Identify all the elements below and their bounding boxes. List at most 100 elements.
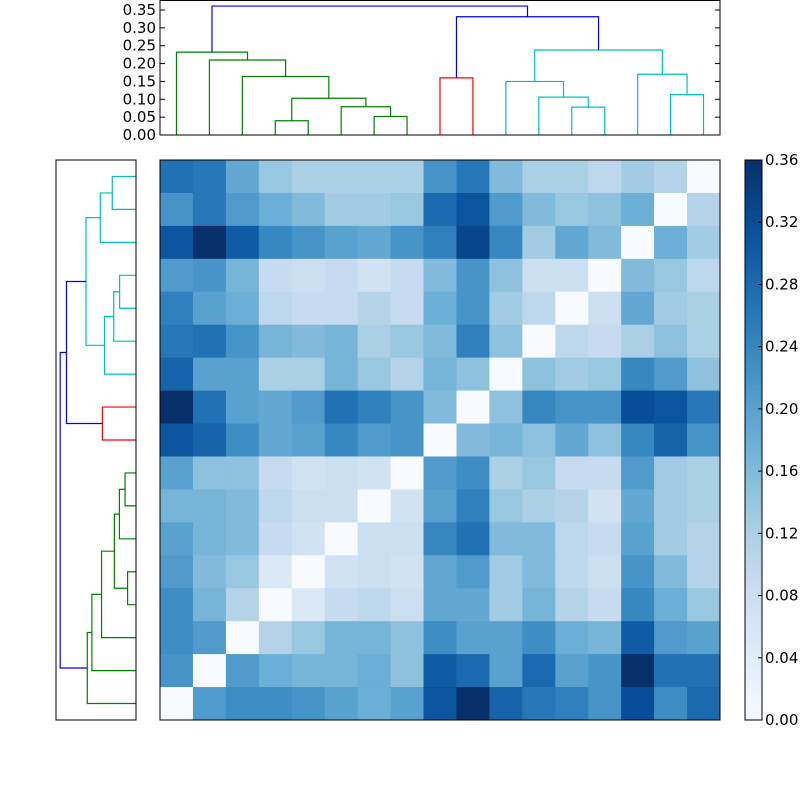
heatmap-cell [324, 687, 359, 721]
heatmap-cell [324, 390, 359, 425]
heatmap-cell [621, 621, 655, 655]
colorbar-segment [745, 445, 762, 451]
heatmap-cell [160, 456, 194, 490]
heatmap-cell [654, 555, 688, 589]
heatmap-cell [357, 687, 392, 721]
heatmap-cell [555, 225, 589, 260]
colorbar-segment [745, 300, 762, 306]
colorbar-segment [745, 385, 762, 391]
heatmap-cell [687, 456, 721, 490]
dendrogram-link-blue [211, 5, 529, 53]
colorbar-segment [745, 220, 762, 226]
heatmap-cell [456, 357, 490, 392]
heatmap-cell [192, 687, 227, 721]
heatmap-cell [555, 192, 589, 227]
colorbar-segment [745, 295, 762, 301]
top-dendrogram: 0.000.050.100.150.200.250.300.35 [123, 0, 721, 144]
colorbar-segment [745, 170, 762, 176]
y-tick-label: 0.10 [123, 90, 156, 108]
colorbar-segment [745, 190, 762, 196]
colorbar-segment [745, 615, 762, 621]
heatmap-cell [357, 522, 392, 556]
heatmap-cell [588, 489, 622, 523]
colorbar-segment [745, 585, 762, 591]
heatmap-cell [324, 192, 359, 227]
heatmap-cell [621, 192, 655, 227]
heatmap-cell [390, 456, 425, 490]
heatmap-cell [687, 258, 721, 293]
colorbar-segment [745, 620, 762, 626]
heatmap-cell [621, 522, 655, 556]
heatmap-cell [258, 291, 293, 326]
heatmap-cell [291, 654, 326, 688]
colorbar-segment [745, 680, 762, 686]
heatmap-cell [324, 621, 359, 655]
colorbar-segment [745, 210, 762, 216]
heatmap-cell [456, 489, 490, 523]
heatmap-cell [654, 192, 688, 227]
colorbar-segment [745, 305, 762, 311]
heatmap-cell [258, 687, 293, 721]
colorbar-segment [745, 355, 762, 361]
heatmap-cell [522, 456, 556, 490]
colorbar-segment [745, 375, 762, 381]
heatmap-cell [324, 324, 359, 359]
heatmap-cell [687, 621, 721, 655]
heatmap-cell [258, 522, 293, 556]
heatmap-cell [192, 192, 227, 227]
heatmap-cell [489, 225, 523, 260]
heatmap-cell [621, 258, 655, 293]
heatmap-cell [258, 324, 293, 359]
colorbar-segment [745, 690, 762, 696]
colorbar-segment [745, 450, 762, 456]
heatmap-cell [588, 654, 622, 688]
heatmap-cell [687, 654, 721, 688]
heatmap-cell [225, 621, 260, 655]
colorbar-segment [745, 400, 762, 406]
heatmap-cell [160, 258, 194, 293]
colorbar-segment [745, 650, 762, 656]
heatmap-cell [588, 357, 622, 392]
colorbar-segment [745, 665, 762, 671]
heatmap-cell [687, 324, 721, 359]
colorbar-segment [745, 350, 762, 356]
heatmap-cell [192, 258, 227, 293]
heatmap-cell [324, 489, 359, 523]
colorbar-segment [745, 610, 762, 616]
heatmap-cell [489, 160, 523, 194]
heatmap-cell [258, 489, 293, 523]
heatmap-cell [621, 588, 655, 622]
heatmap-cell [324, 258, 359, 293]
heatmap-cell [456, 522, 490, 556]
colorbar-tick-label: 0.32 [765, 213, 798, 231]
heatmap-cell [687, 291, 721, 326]
colorbar-segment [745, 705, 762, 711]
colorbar-segment [745, 270, 762, 276]
heatmap-cell [160, 588, 194, 622]
heatmap-cell [291, 390, 326, 425]
colorbar-segment [745, 530, 762, 536]
heatmap-cell [654, 522, 688, 556]
heatmap-cell [489, 588, 523, 622]
colorbar-segment [745, 435, 762, 441]
heatmap-cell [160, 423, 194, 457]
heatmap-cell [390, 654, 425, 688]
heatmap-cell [291, 192, 326, 227]
heatmap-cell [225, 160, 260, 194]
colorbar-segment [745, 410, 762, 416]
heatmap-cell [291, 258, 326, 293]
colorbar-segment [745, 390, 762, 396]
heatmap-cell [390, 489, 425, 523]
heatmap-cell [357, 258, 392, 293]
colorbar-segment [745, 515, 762, 521]
heatmap-cell [621, 456, 655, 490]
heatmap-cell [423, 654, 457, 688]
heatmap-cell [357, 324, 392, 359]
colorbar-segment [745, 485, 762, 491]
heatmap-frame [159, 159, 721, 721]
heatmap-cell [390, 258, 425, 293]
heatmap-cell [522, 357, 556, 392]
colorbar-segment [745, 440, 762, 446]
heatmap-cell [423, 390, 457, 425]
heatmap-cell [291, 324, 326, 359]
